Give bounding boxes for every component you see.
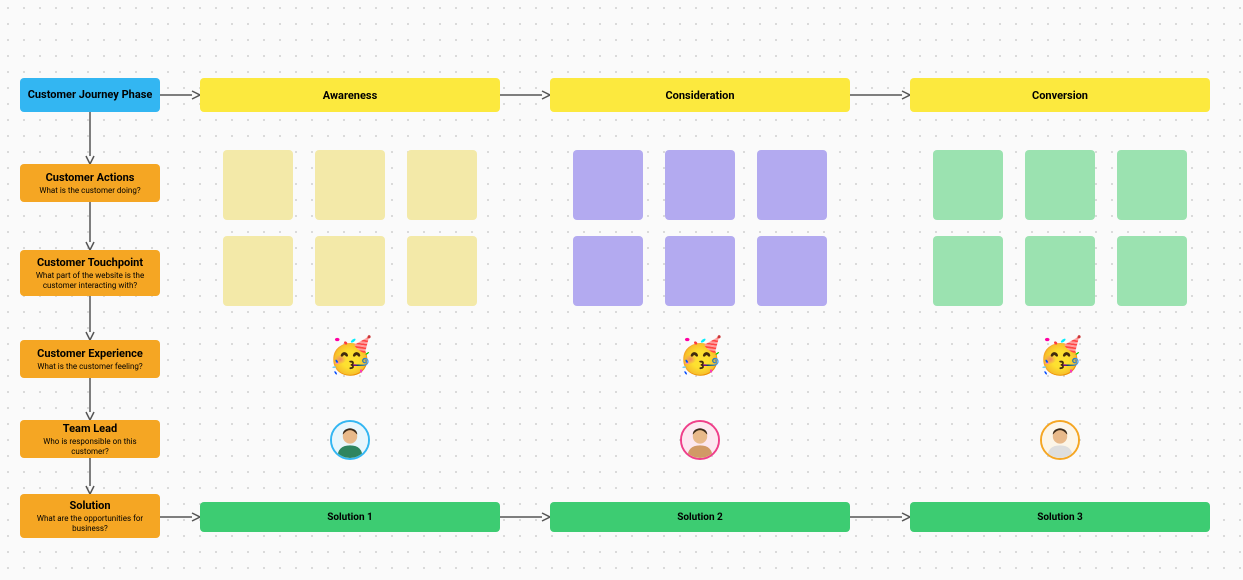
solution-label: Solution 3 <box>1037 512 1083 523</box>
sticky-card[interactable] <box>573 150 643 220</box>
sticky-card[interactable] <box>223 236 293 306</box>
row-title: Team Lead <box>63 422 117 435</box>
solution-label: Solution 2 <box>677 512 723 523</box>
row-label: Customer Experience What is the customer … <box>20 340 160 378</box>
sticky-card[interactable] <box>407 150 477 220</box>
row-title: Solution <box>69 499 110 512</box>
solution-box: Solution 1 <box>200 502 500 532</box>
phase-box: Conversion <box>910 78 1210 112</box>
row-label: Solution What are the opportunities for b… <box>20 494 160 538</box>
phase-box: Awareness <box>200 78 500 112</box>
sticky-card[interactable] <box>1025 236 1095 306</box>
sticky-card[interactable] <box>407 236 477 306</box>
row-subtitle: What is the customer doing? <box>39 186 140 196</box>
row-subtitle: What part of the website is the customer… <box>26 271 154 290</box>
sticky-card[interactable] <box>665 150 735 220</box>
row-title: Customer Touchpoint <box>37 256 143 269</box>
solution-box: Solution 2 <box>550 502 850 532</box>
sticky-card[interactable] <box>757 236 827 306</box>
sticky-card[interactable] <box>573 236 643 306</box>
sticky-card[interactable] <box>223 150 293 220</box>
party-face-icon: 🥳 <box>678 338 722 374</box>
row-subtitle: Who is responsible on this customer? <box>26 437 154 456</box>
phase-label: Consideration <box>665 89 734 102</box>
sticky-card[interactable] <box>315 150 385 220</box>
row-title: Customer Experience <box>37 347 143 360</box>
party-face-icon: 🥳 <box>1038 338 1082 374</box>
row-subtitle: What is the customer feeling? <box>37 362 142 372</box>
row-subtitle: What are the opportunities for business? <box>26 514 154 533</box>
solution-box: Solution 3 <box>910 502 1210 532</box>
sticky-card[interactable] <box>933 236 1003 306</box>
row-label: Customer Touchpoint What part of the webs… <box>20 250 160 296</box>
sticky-card[interactable] <box>665 236 735 306</box>
solution-label: Solution 1 <box>327 512 373 523</box>
team-lead-avatar[interactable] <box>680 420 720 460</box>
phase-box: Consideration <box>550 78 850 112</box>
header-label: Customer Journey Phase <box>20 78 160 112</box>
header-title: Customer Journey Phase <box>28 88 153 101</box>
sticky-card[interactable] <box>757 150 827 220</box>
party-face-icon: 🥳 <box>328 338 372 374</box>
row-title: Customer Actions <box>46 171 135 184</box>
sticky-card[interactable] <box>315 236 385 306</box>
row-label: Customer Actions What is the customer doi… <box>20 164 160 202</box>
sticky-card[interactable] <box>933 150 1003 220</box>
team-lead-avatar[interactable] <box>1040 420 1080 460</box>
sticky-card[interactable] <box>1117 150 1187 220</box>
phase-label: Awareness <box>323 89 377 102</box>
sticky-card[interactable] <box>1117 236 1187 306</box>
phase-label: Conversion <box>1032 89 1088 102</box>
team-lead-avatar[interactable] <box>330 420 370 460</box>
sticky-card[interactable] <box>1025 150 1095 220</box>
row-label: Team Lead Who is responsible on this cust… <box>20 420 160 458</box>
